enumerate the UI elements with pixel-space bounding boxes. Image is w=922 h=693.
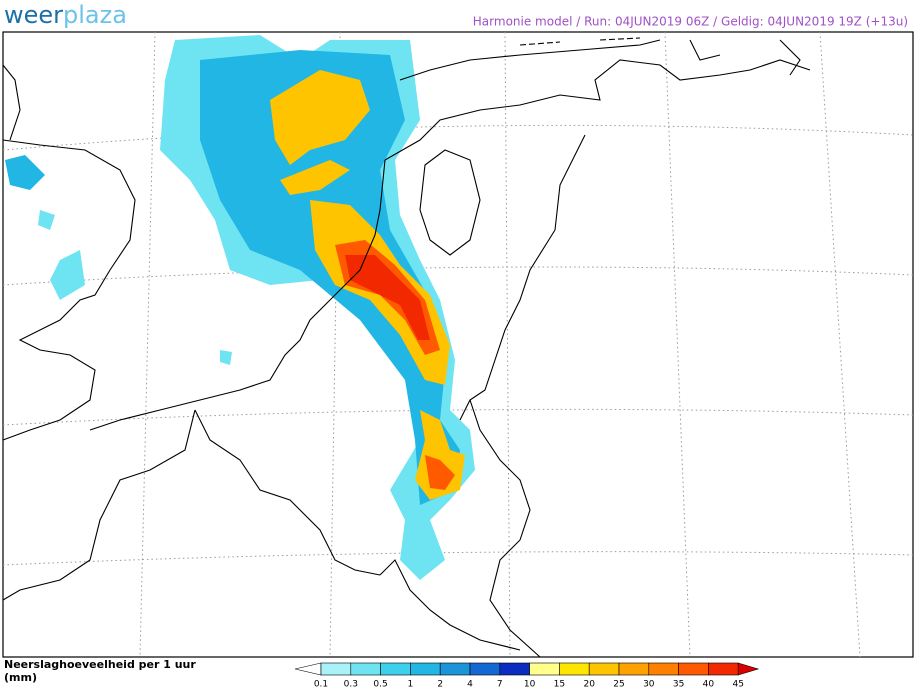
colorbar-box (469, 662, 501, 676)
legend-unit: (mm) (4, 671, 37, 684)
legend-title: Neerslaghoeveelheid per 1 uur (4, 658, 196, 671)
colorbar-box (320, 662, 352, 676)
colorbar-label: 15 (554, 680, 565, 690)
colorbar-label: 40 (703, 680, 715, 690)
colorbar-arrow (737, 662, 760, 676)
coastlines-borders (2, 37, 811, 658)
colorbar-box (588, 662, 620, 676)
colorbar-box (499, 662, 530, 676)
colorbar-label: 0.5 (373, 680, 387, 690)
colorbar-label: 2 (437, 680, 443, 690)
colorbar-box (439, 662, 471, 676)
legend: Neerslaghoeveelheid per 1 uur (mm) 0.1 0.… (4, 658, 760, 690)
colorbar-label: 0.1 (314, 680, 328, 690)
colorbar-label: 0.3 (344, 680, 358, 690)
colorbar-label: 20 (583, 680, 595, 690)
colorbar-box (678, 662, 709, 676)
colorbar-box (559, 662, 590, 676)
colorbar-label: 7 (497, 680, 503, 690)
colorbar-box (618, 662, 650, 676)
colorbar-label: 45 (732, 680, 743, 690)
logo-weer: weer (4, 1, 63, 29)
colorbar-label: 25 (613, 680, 624, 690)
colorbar-label: 10 (524, 680, 536, 690)
colorbar-box (380, 662, 411, 676)
colorbar-box (708, 662, 739, 676)
header-info: Harmonie model / Run: 04JUN2019 06Z / Ge… (473, 15, 908, 29)
colorbar-arrow (294, 662, 322, 676)
colorbar-label: 30 (643, 680, 655, 690)
colorbar-box (529, 662, 560, 676)
colorbar-box (648, 662, 679, 676)
colorbar-label: 1 (408, 680, 414, 690)
colorbar-label: 35 (673, 680, 684, 690)
map-frame (2, 31, 914, 658)
colorbar-box (410, 662, 441, 676)
colorbar-box (350, 662, 381, 676)
logo-plaza: plaza (63, 1, 127, 29)
precipitation (5, 35, 475, 580)
colorbar-label: 4 (467, 680, 473, 690)
